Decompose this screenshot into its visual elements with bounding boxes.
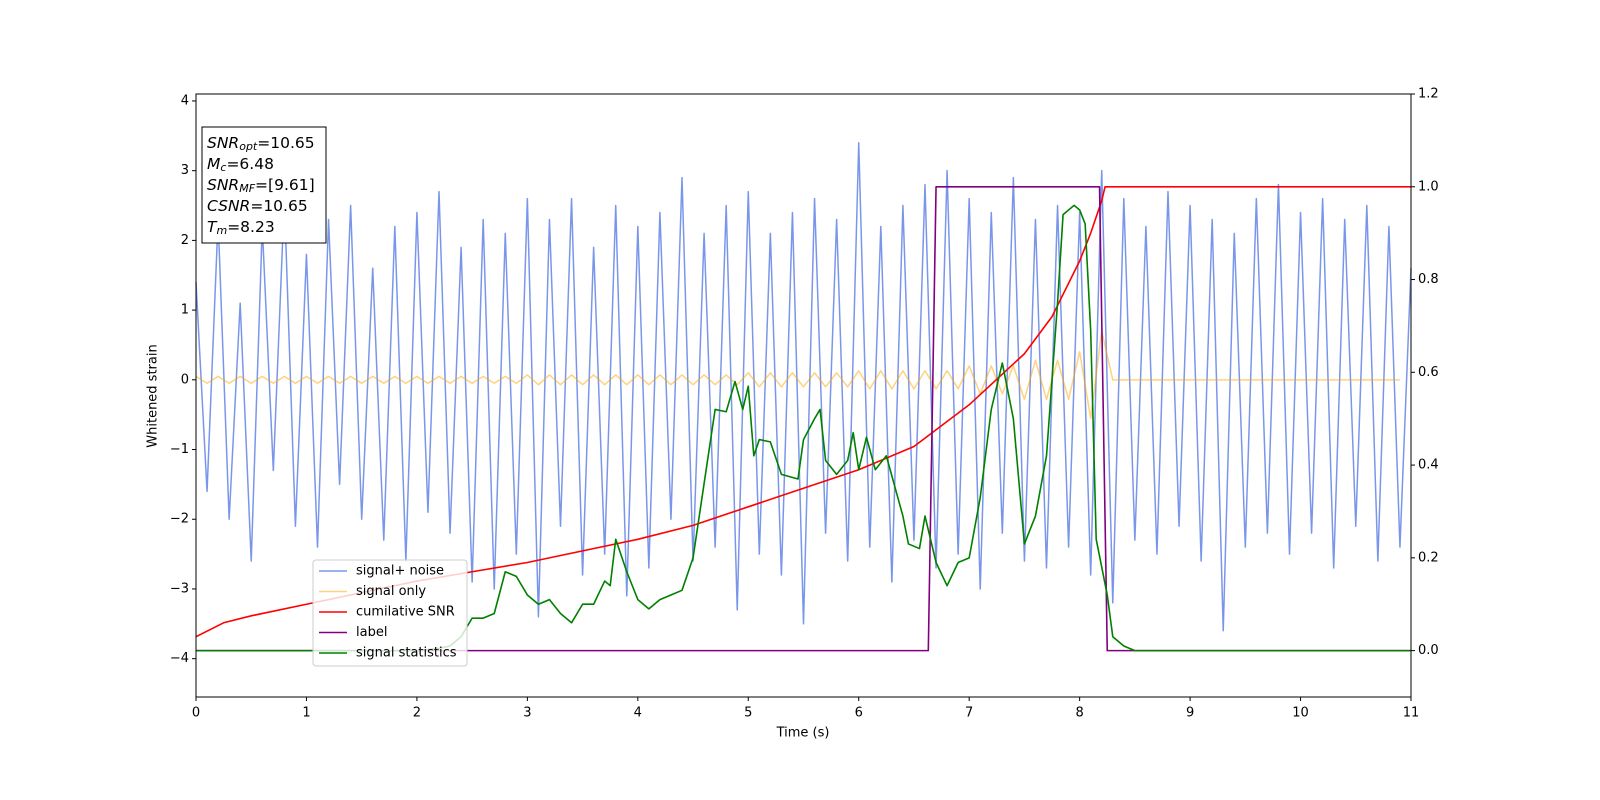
annotation-symbol: T xyxy=(207,218,218,236)
annotation-symbol: SNR xyxy=(207,176,239,194)
annotation-value: =[9.61] xyxy=(255,176,315,194)
annotation-subscript: opt xyxy=(239,140,258,153)
annotation-value: =6.48 xyxy=(226,155,274,173)
y-tick-label: −4 xyxy=(170,651,189,666)
y-tick-label: −3 xyxy=(170,581,189,596)
y-tick-label: 0 xyxy=(181,372,189,387)
x-tick-label: 3 xyxy=(523,706,531,721)
annotation-value: =10.65 xyxy=(250,197,307,215)
x-axis-label: Time (s) xyxy=(776,726,830,741)
y-tick-label: 1 xyxy=(181,303,189,318)
y-tick-label: 2 xyxy=(181,233,189,248)
y2-tick-label: 1.0 xyxy=(1418,179,1439,194)
series-line xyxy=(195,142,1412,632)
legend-label: signal statistics xyxy=(356,646,457,661)
legend-label: signal only xyxy=(356,584,426,599)
x-tick-label: 2 xyxy=(413,706,421,721)
annotation-subscript: c xyxy=(220,161,226,174)
annotation-subscript: m xyxy=(216,224,227,237)
annotation-value: =8.23 xyxy=(227,218,275,236)
y-tick-label: −2 xyxy=(170,512,189,527)
annotation-symbol: M xyxy=(207,155,220,173)
y2-tick-label: 0.0 xyxy=(1418,643,1439,658)
x-tick-label: 6 xyxy=(855,706,863,721)
annotation-symbol: SNR xyxy=(207,134,239,152)
y-tick-label: 3 xyxy=(181,163,189,178)
y2-tick-label: 0.6 xyxy=(1418,365,1439,380)
annotation-line: SNRMF=[9.61] xyxy=(207,176,315,196)
y2-tick-label: 0.4 xyxy=(1418,458,1439,473)
y-tick-label: 4 xyxy=(181,93,189,108)
axes-frame xyxy=(195,93,1412,698)
x-tick-label: 0 xyxy=(192,706,200,721)
legend-label: label xyxy=(356,625,387,640)
x-tick-label: 8 xyxy=(1075,706,1083,721)
annotation-line: CSNR=10.65 xyxy=(207,197,308,215)
x-tick-label: 5 xyxy=(744,706,752,721)
y-tick-label: −1 xyxy=(170,442,189,457)
legend-label: cumilative SNR xyxy=(356,605,455,620)
y2-tick-label: 0.2 xyxy=(1418,550,1439,565)
x-tick-label: 7 xyxy=(965,706,973,721)
x-tick-label: 4 xyxy=(634,706,642,721)
annotation-line: Mc=6.48 xyxy=(207,155,274,175)
x-tick-label: 9 xyxy=(1186,706,1194,721)
y2-tick-label: 0.8 xyxy=(1418,272,1439,287)
annotation-symbol: CSNR xyxy=(207,197,250,215)
y-axis-label: Whitened strain xyxy=(146,344,161,447)
annotation-box: SNRopt=10.65Mc=6.48SNRMF=[9.61]CSNR=10.6… xyxy=(201,126,327,244)
x-tick-label: 10 xyxy=(1292,706,1309,721)
legend: signal+ noise signal only cumilative SNR la… xyxy=(312,559,468,667)
annotation-line: Tm=8.23 xyxy=(207,218,275,238)
annotation-frame xyxy=(201,126,327,244)
series-line xyxy=(195,330,1400,419)
annotation-line: SNRopt=10.65 xyxy=(207,134,315,154)
y2-tick-label: 1.2 xyxy=(1418,87,1439,102)
legend-frame xyxy=(312,559,468,667)
x-tick-label: 1 xyxy=(302,706,310,721)
x-tick-label: 11 xyxy=(1403,706,1420,721)
annotation-value: =10.65 xyxy=(257,134,314,152)
annotation-subscript: MF xyxy=(239,182,255,195)
series-line xyxy=(196,204,1411,652)
legend-label: signal+ noise xyxy=(356,564,444,579)
